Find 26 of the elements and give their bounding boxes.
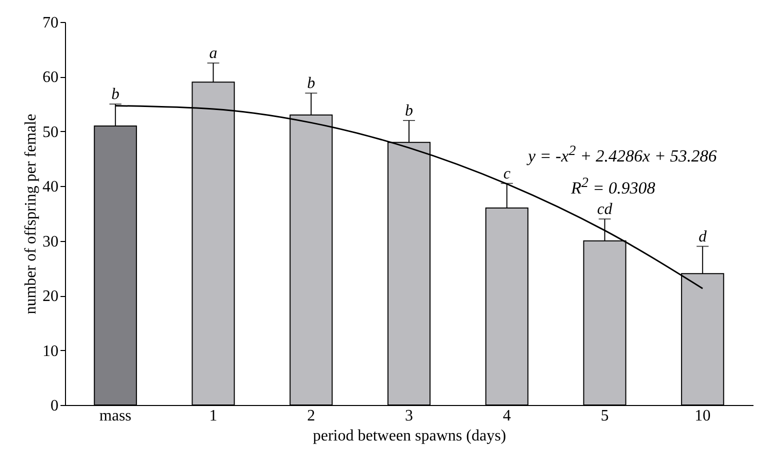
x-tick-label: 2 [307, 408, 316, 424]
y-tick-label: 20 [42, 288, 58, 306]
y-tick-label: 50 [42, 124, 58, 141]
x-axis-title: period between spawns (days) [312, 428, 506, 444]
y-tick-label: 40 [42, 178, 58, 196]
x-tick-label: 10 [694, 408, 711, 424]
annotation: b [111, 86, 120, 104]
y-tick-label: 0 [50, 398, 58, 414]
annotation: a [209, 45, 218, 62]
x-tick-label: 1 [209, 408, 218, 424]
y-tick-label: 10 [42, 342, 58, 360]
annotation: cd [597, 200, 614, 218]
x-tick-label: 4 [502, 408, 511, 424]
annotation: c [503, 165, 510, 182]
annotation: d [698, 228, 708, 246]
x-tick-label: 3 [405, 408, 413, 424]
annotation: y = -x$^{2}$ + 2.4286x + 53.286 [528, 142, 717, 168]
annotation: b [307, 75, 316, 92]
annotation: R$^{2}$ = 0.9308 [570, 174, 656, 200]
y-tick-label: 70 [42, 14, 58, 32]
y-axis-title: number of offspring per female [22, 114, 40, 314]
y-tick-label: 60 [42, 69, 58, 86]
annotation: b [405, 102, 413, 120]
x-tick-label: mass [99, 408, 132, 424]
y-tick-label: 30 [42, 233, 58, 250]
x-tick-label: 5 [600, 408, 609, 424]
